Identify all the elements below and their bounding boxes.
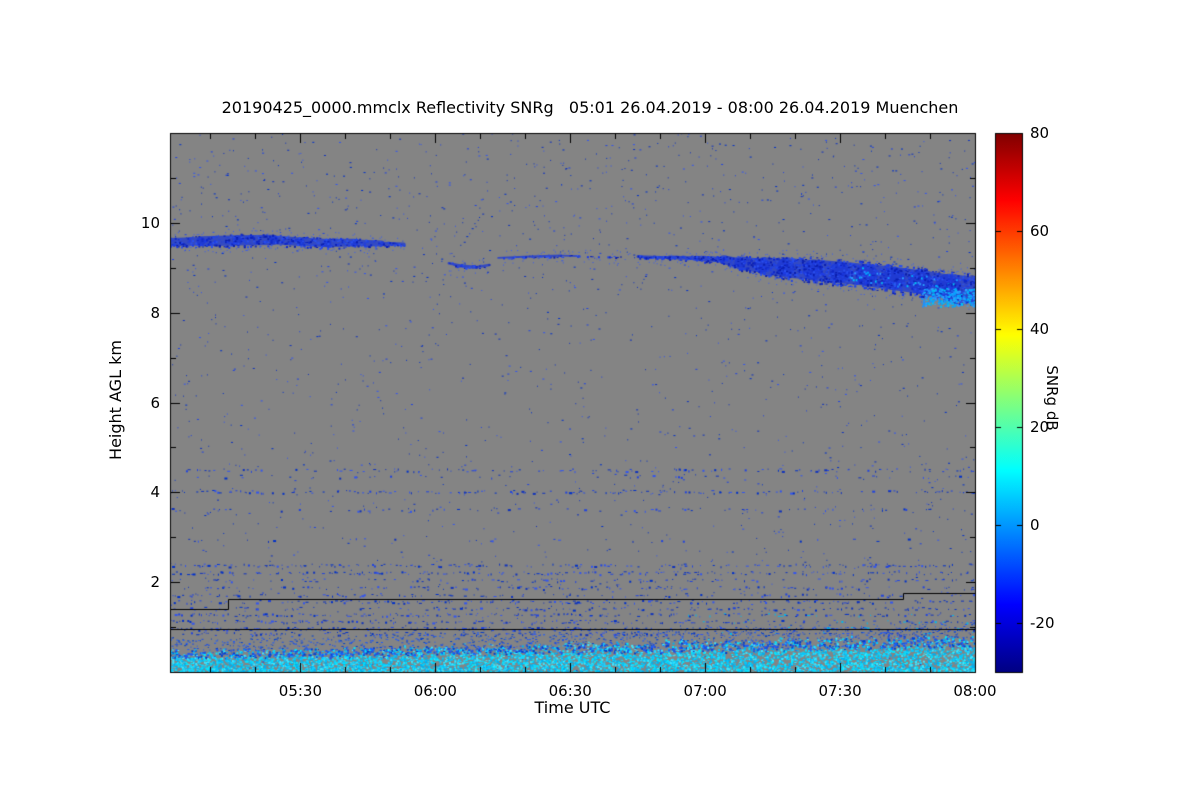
x-tick-label: 07:30	[818, 682, 862, 700]
x-tick-label: 08:00	[953, 682, 997, 700]
x-tick-label: 06:30	[548, 682, 592, 700]
y-tick-label: 6	[150, 393, 160, 412]
colorbar-tick-label: 60	[1030, 222, 1050, 240]
colorbar-tick-label: 0	[1030, 516, 1040, 534]
colorbar-tick-label: 20	[1030, 418, 1050, 436]
chart-title: 20190425_0000.mmclx Reflectivity SNRg 05…	[221, 98, 959, 117]
colorbar-tick-label: -20	[1030, 614, 1055, 632]
x-tick-label: 07:00	[683, 682, 727, 700]
y-tick-label: 2	[150, 573, 160, 592]
colorbar-tick-label: 80	[1030, 124, 1050, 142]
colorbar-label: SNRg dB	[1043, 365, 1061, 431]
x-tick-label: 06:00	[413, 682, 457, 700]
y-tick-label: 4	[150, 483, 160, 502]
colorbar-tick-label: 40	[1030, 320, 1050, 338]
y-tick-label: 8	[150, 303, 160, 322]
x-axis-label: Time UTC	[534, 698, 611, 717]
y-tick-label: 10	[140, 213, 160, 232]
x-tick-label: 05:30	[278, 682, 323, 700]
